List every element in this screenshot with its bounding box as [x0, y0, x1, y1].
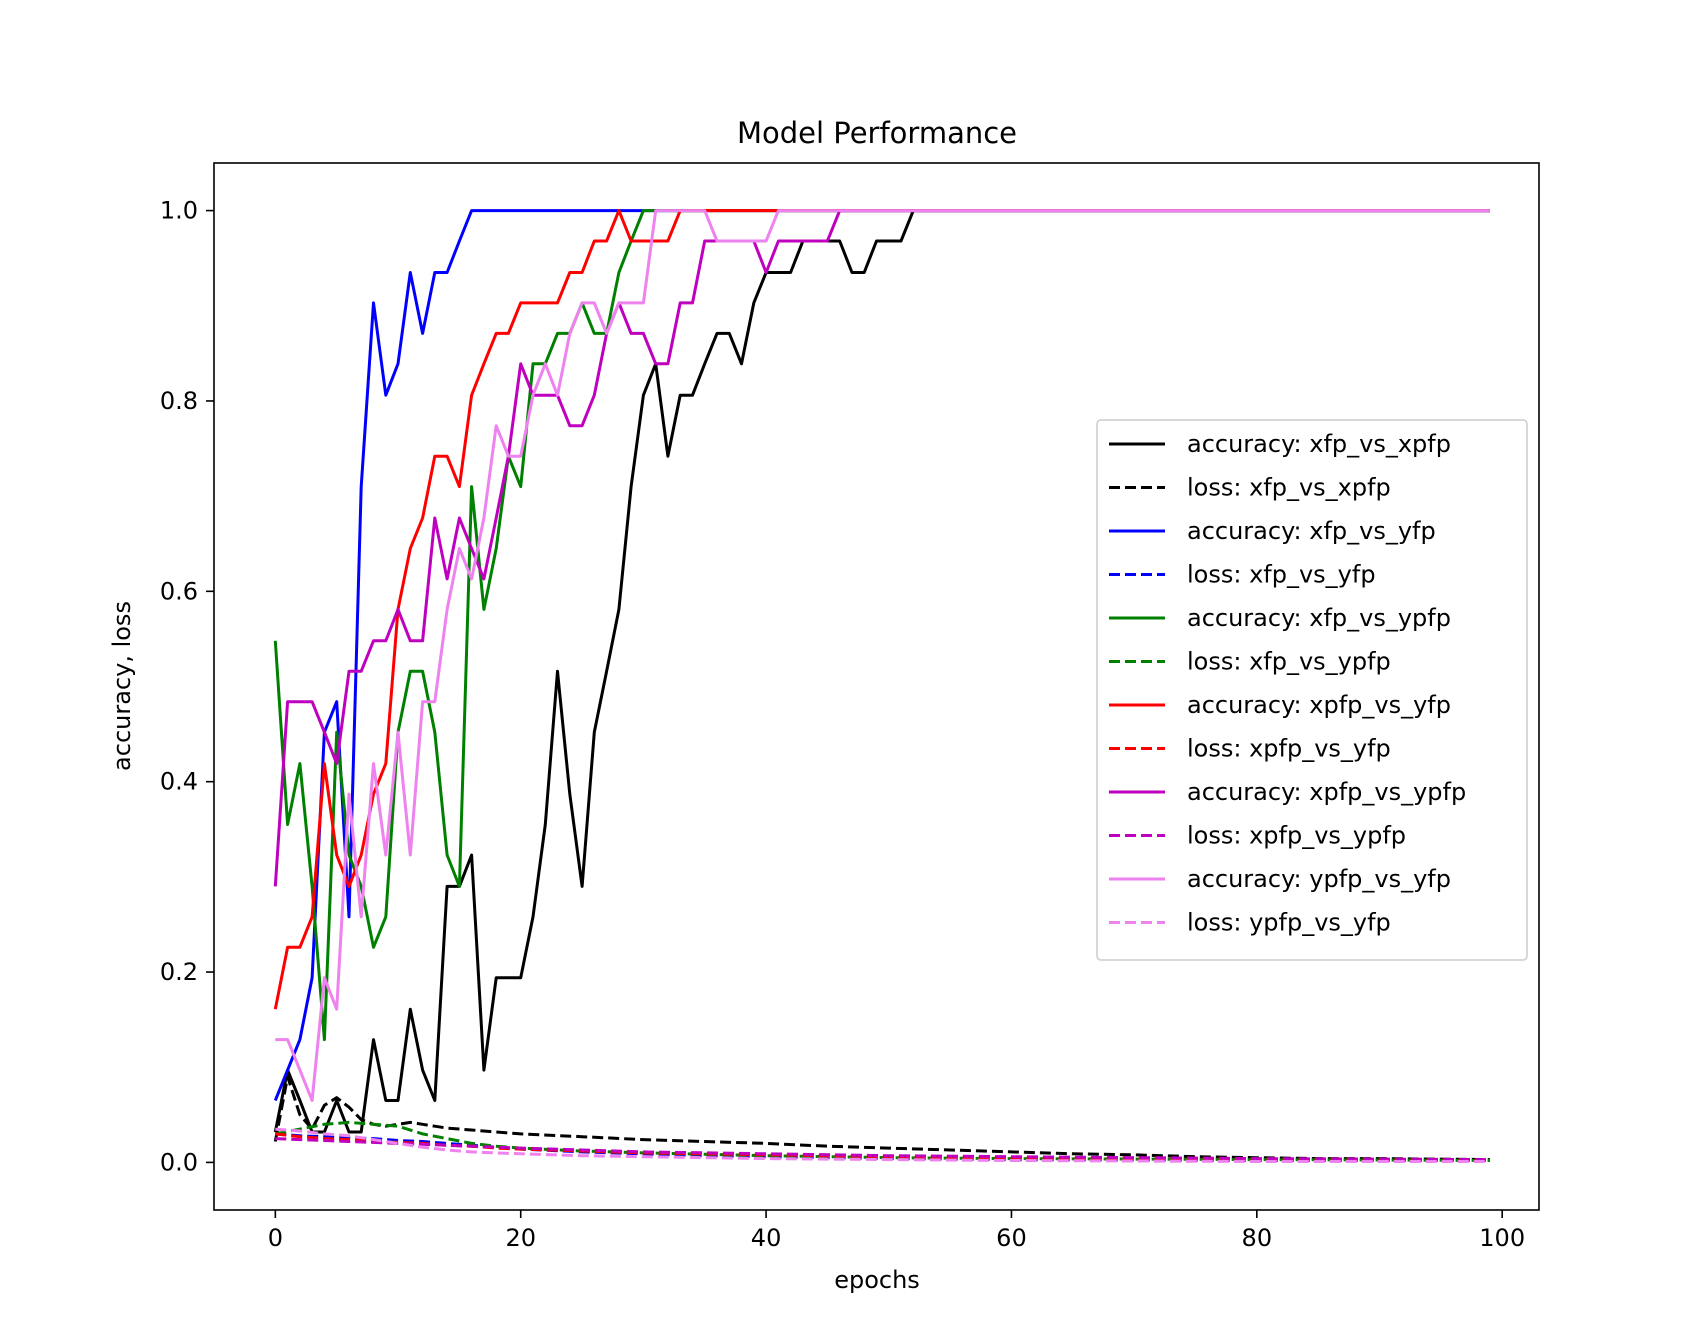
legend-label: loss: xfp_vs_xpfp	[1187, 474, 1391, 502]
legend-label: loss: xpfp_vs_ypfp	[1187, 822, 1406, 850]
x-axis-title: epochs	[834, 1266, 920, 1294]
y-tick-label: 0.6	[160, 577, 198, 605]
plot-frame	[213, 162, 1540, 1211]
series-line-11	[275, 209, 1490, 1102]
legend-label: accuracy: xpfp_vs_yfp	[1187, 691, 1451, 719]
x-tick-label: 100	[1479, 1224, 1525, 1252]
y-tick-label: 1.0	[160, 197, 198, 225]
legend-label: accuracy: xfp_vs_yfp	[1187, 517, 1436, 545]
legend: accuracy: xfp_vs_xpfp loss: xfp_vs_xpfpac…	[1096, 419, 1528, 961]
legend-label: accuracy: xfp_vs_ypfp	[1187, 604, 1451, 632]
legend-label: accuracy: xpfp_vs_ypfp	[1187, 778, 1466, 806]
x-tick-label: 60	[996, 1224, 1027, 1252]
x-tick-label: 40	[751, 1224, 782, 1252]
x-tick-label: 80	[1242, 1224, 1273, 1252]
y-axis: 0.0 0.2 0.4 0.6 0.8 1.0	[160, 197, 214, 1176]
series-line-2	[273, 1075, 1490, 1162]
y-axis-title: accuracy, loss	[108, 601, 136, 771]
legend-label: loss: xfp_vs_yfp	[1187, 561, 1376, 589]
y-tick-label: 0.4	[160, 768, 198, 796]
x-tick-label: 20	[505, 1224, 536, 1252]
series-line-12	[275, 1127, 1490, 1163]
series-line-9	[273, 209, 1490, 887]
series-line-6	[275, 1120, 1490, 1162]
y-tick-label: 0.8	[160, 387, 198, 415]
y-tick-label: 0.0	[160, 1148, 198, 1176]
plot-area	[273, 209, 1490, 1163]
x-tick-label: 0	[268, 1224, 283, 1252]
legend-label: accuracy: xfp_vs_xpfp	[1187, 430, 1451, 458]
x-axis: 0 20 40 60 80 100	[268, 1210, 1525, 1252]
legend-label: loss: xpfp_vs_yfp	[1187, 735, 1391, 763]
series-line-10	[275, 1137, 1490, 1162]
chart-title: Model Performance	[737, 116, 1017, 150]
series-line-3	[273, 209, 1490, 1102]
y-tick-label: 0.2	[160, 958, 198, 986]
legend-label: loss: xfp_vs_ypfp	[1187, 648, 1391, 676]
legend-label: accuracy: ypfp_vs_yfp	[1187, 865, 1451, 893]
legend-label: loss: ypfp_vs_yfp	[1187, 909, 1391, 937]
series-layer	[273, 209, 1490, 1163]
legend-box	[1096, 419, 1528, 961]
